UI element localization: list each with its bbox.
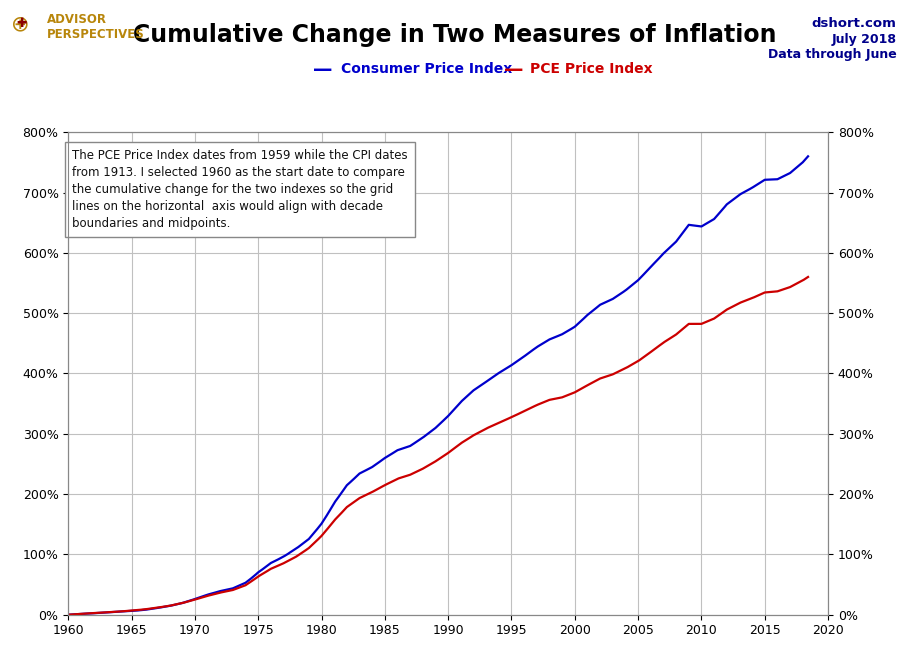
Text: —: — <box>504 60 524 79</box>
Text: Cumulative Change in Two Measures of Inflation: Cumulative Change in Two Measures of Inf… <box>133 23 777 47</box>
Text: dshort.com: dshort.com <box>812 17 896 30</box>
Text: ADVISOR: ADVISOR <box>47 13 107 26</box>
Text: The PCE Price Index dates from 1959 while the CPI dates
from 1913. I selected 19: The PCE Price Index dates from 1959 whil… <box>72 149 408 230</box>
Text: Data through June: Data through June <box>768 48 896 61</box>
Text: July 2018: July 2018 <box>832 33 896 46</box>
Text: PCE Price Index: PCE Price Index <box>530 62 652 77</box>
Text: Consumer Price Index: Consumer Price Index <box>341 62 512 77</box>
Text: ⊕: ⊕ <box>11 15 29 34</box>
Text: —: — <box>313 60 333 79</box>
Text: PERSPECTIVES: PERSPECTIVES <box>47 28 145 41</box>
Text: ✚: ✚ <box>16 17 27 30</box>
